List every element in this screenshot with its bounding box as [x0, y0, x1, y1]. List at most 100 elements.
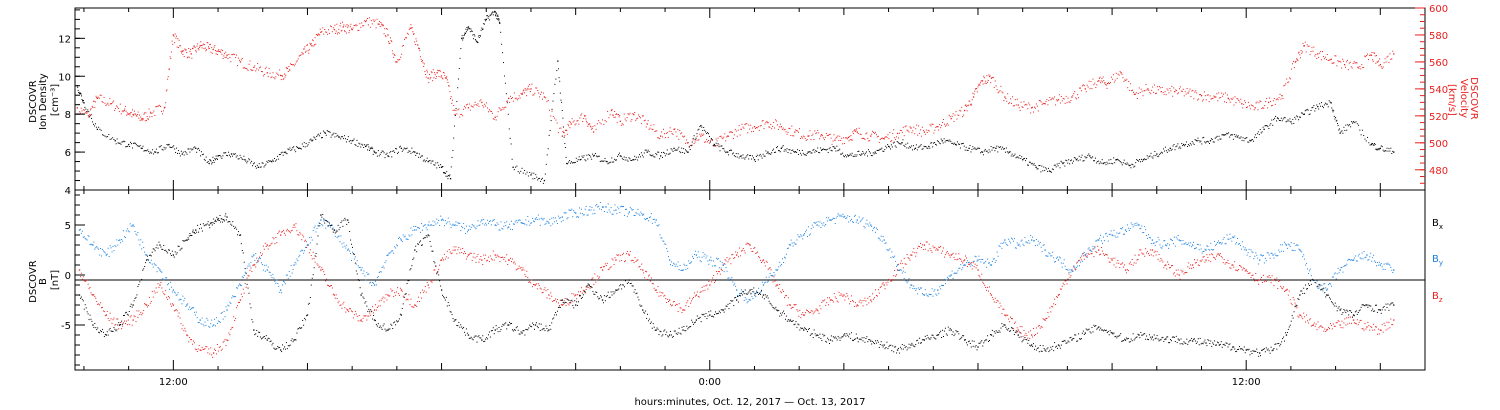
density-series-point [338, 136, 340, 138]
velocity-series-point [768, 126, 770, 128]
density-series-point [786, 148, 788, 150]
density-series-point [437, 162, 439, 164]
density-series-point [1046, 168, 1048, 170]
bz-series-point [1307, 322, 1309, 324]
bz-series-point [144, 303, 146, 305]
bz-series-point [428, 287, 430, 289]
velocity-series-point [402, 45, 404, 47]
velocity-series-point [523, 89, 525, 91]
density-series-point [96, 128, 99, 131]
density-series-point [1024, 157, 1026, 159]
density-series-point [362, 144, 364, 146]
velocity-series-point [584, 115, 586, 117]
bz-series-point [1066, 283, 1068, 285]
bz-series-point [1251, 274, 1253, 276]
by-series-point [546, 220, 548, 222]
velocity-series-point [1336, 65, 1338, 67]
density-series-point [1392, 150, 1394, 152]
by-series-point [395, 247, 397, 249]
bz-series-point [1326, 329, 1328, 331]
bz-series-point [719, 273, 721, 275]
bz-series-point [778, 287, 780, 289]
bz-series-point [438, 268, 440, 270]
density-series-point [199, 155, 201, 157]
density-series-point [1294, 116, 1296, 118]
density-series-point [1038, 164, 1040, 166]
bz-series-point [386, 299, 388, 301]
by-series-point [387, 254, 389, 256]
velocity-series-point [982, 83, 984, 85]
density-series-point [1378, 149, 1380, 151]
bz-series-point [1083, 258, 1085, 260]
velocity-series-point [483, 106, 485, 108]
bz-series-point [1336, 322, 1338, 324]
bz-series-point [739, 255, 741, 257]
bz-series-point [560, 304, 562, 306]
density-series-point [640, 152, 642, 154]
bz-series-point [855, 305, 857, 307]
velocity-series-point [133, 114, 135, 116]
by-series-point [542, 219, 544, 221]
velocity-series-point [1387, 55, 1389, 57]
by-series-point [236, 287, 238, 289]
density-series-point [329, 131, 331, 133]
velocity-series-point [1055, 104, 1057, 106]
bz-series-point [1098, 249, 1100, 251]
density-series-point [579, 159, 581, 161]
density-series-point [135, 143, 137, 145]
bz-series-point [715, 271, 717, 273]
density-series-point [974, 147, 976, 149]
bz-series-point [500, 257, 502, 259]
velocity-series-point [1383, 62, 1385, 64]
by-series-point [433, 225, 435, 227]
velocity-series-point [866, 132, 868, 134]
bz-series-point [773, 276, 775, 278]
velocity-series-point [87, 111, 89, 113]
bz-series-point [1252, 274, 1254, 276]
bz-series-point [1318, 327, 1320, 329]
density-series-point [321, 137, 322, 139]
bz-series-point [1370, 326, 1372, 328]
velocity-series-point [854, 129, 856, 131]
bz-series-point [936, 248, 938, 250]
bz-series-point [178, 312, 180, 314]
velocity-series-point [825, 133, 827, 135]
bz-series-point [852, 300, 853, 302]
by-series-point [491, 220, 493, 222]
bz-series-point [342, 303, 344, 305]
bz-series-point [1278, 281, 1280, 282]
velocity-series-point [632, 113, 634, 115]
density-series-point [721, 145, 723, 147]
velocity-series-point [439, 70, 441, 72]
velocity-series-point [730, 131, 732, 133]
bz-series-point [1027, 337, 1029, 339]
velocity-series-point [614, 116, 616, 118]
velocity-series-point [439, 69, 441, 71]
velocity-series-point [197, 43, 199, 45]
bz-series-point [505, 260, 507, 262]
density-series-point [521, 167, 523, 169]
density-series-point [396, 148, 398, 150]
velocity-series-point [355, 24, 357, 26]
bz-series-point [1205, 259, 1207, 261]
density-series-point [350, 142, 352, 144]
bz-series-point [454, 249, 456, 251]
bz-series-point [533, 283, 535, 285]
velocity-series-point [458, 108, 460, 110]
velocity-series-point [778, 126, 780, 128]
velocity-series-point [1105, 84, 1107, 86]
bz-series-point [1132, 264, 1134, 266]
by-series-point [436, 218, 438, 220]
velocity-series-point [570, 121, 572, 123]
bz-series-point [596, 279, 598, 281]
bz-series-point [169, 297, 171, 299]
velocity-series-point [309, 42, 311, 44]
bz-series-point [1017, 329, 1019, 331]
bz-series-point [600, 267, 602, 269]
density-series-point [1235, 134, 1237, 136]
density-series-point [1332, 111, 1334, 113]
by-series-point [186, 304, 188, 306]
bz-series-point [823, 300, 825, 302]
velocity-series-point [283, 78, 285, 80]
velocity-series-point [1108, 82, 1110, 84]
